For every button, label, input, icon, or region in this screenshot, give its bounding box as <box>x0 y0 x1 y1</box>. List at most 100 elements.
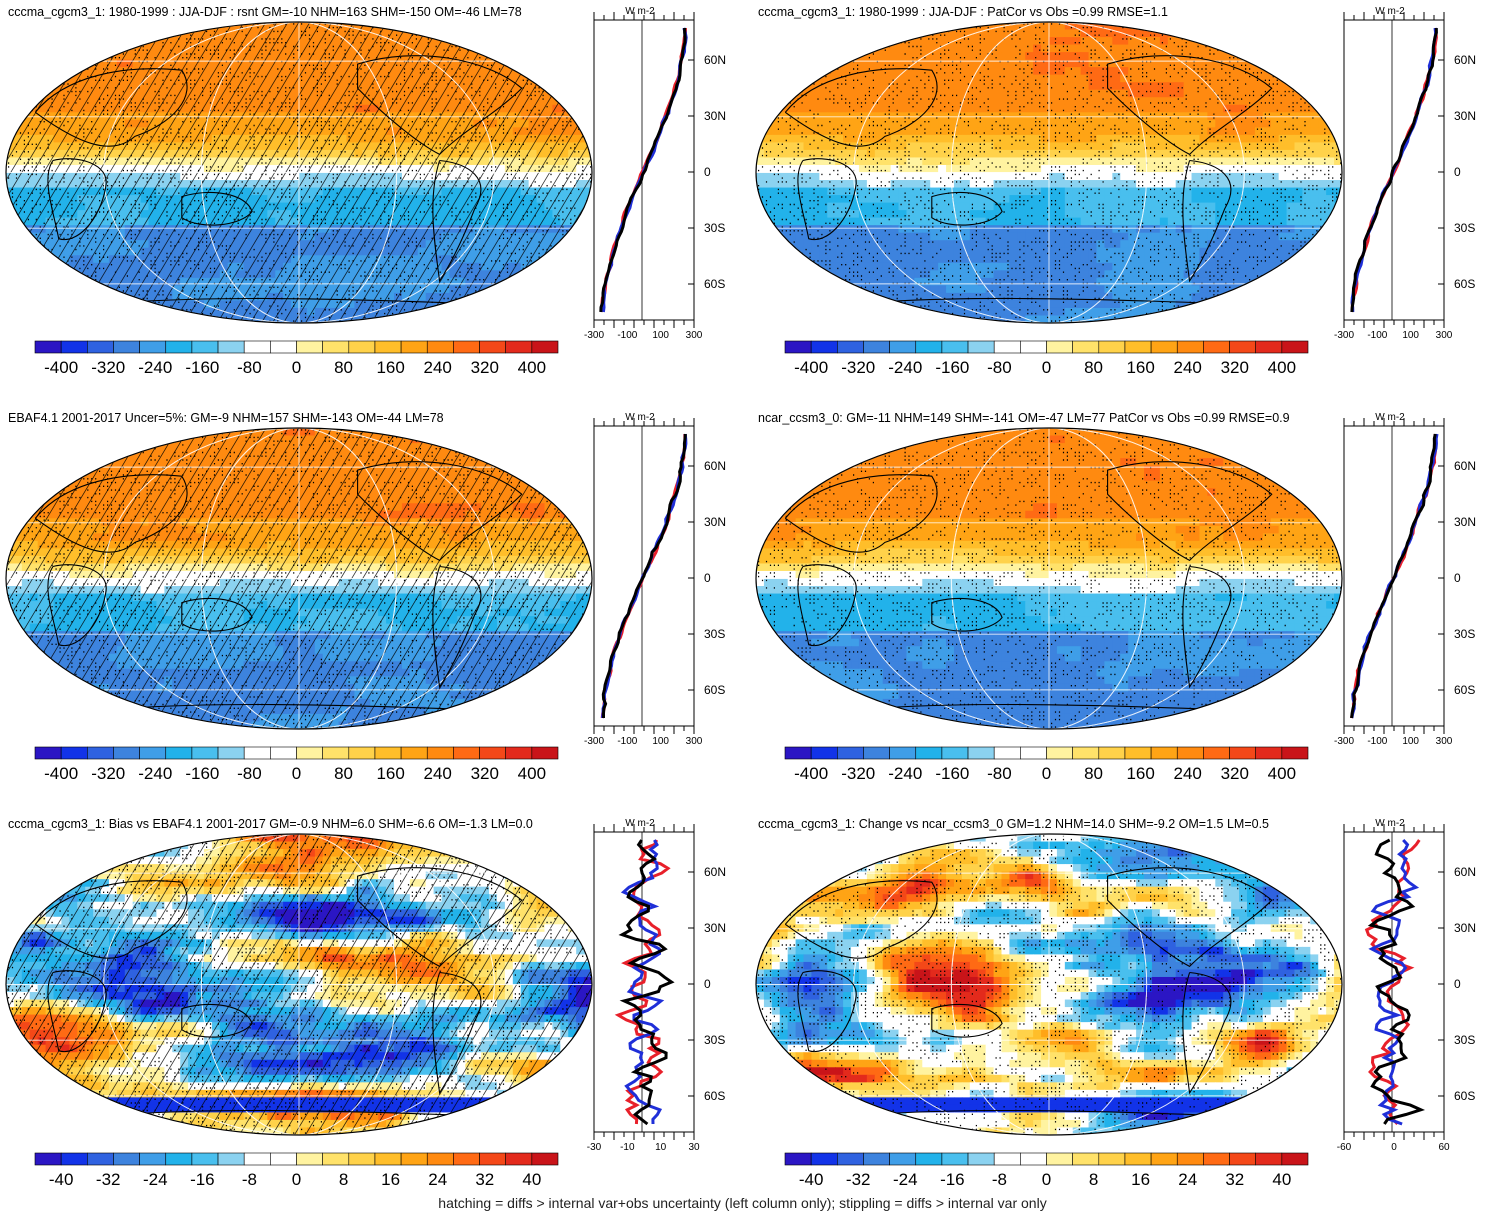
profile-x-tick-label: 300 <box>686 736 703 747</box>
colorbar-tick-label: -16 <box>940 1170 965 1189</box>
figure-canvas: cccma_cgcm3_1: 1980-1999 : JJA-DJF : rsn… <box>5 5 1476 1189</box>
colorbar-tick-label: -320 <box>91 358 125 377</box>
colorbar-tick-label: 0 <box>1042 358 1051 377</box>
map-outline <box>5 833 593 1136</box>
colorbar-swatch <box>34 1152 62 1166</box>
profile-lat-label: 0 <box>1454 977 1461 991</box>
colorbar-tick-label: -16 <box>190 1170 215 1189</box>
colorbar-swatch <box>1124 340 1152 354</box>
colorbar-swatch <box>60 1152 88 1166</box>
profile-line-model <box>620 839 665 1125</box>
profile-lat-label: 30S <box>1454 221 1475 235</box>
profile-line-obs <box>599 28 687 313</box>
colorbar-swatch <box>191 746 219 760</box>
colorbar-swatch <box>217 340 245 354</box>
profile-lat-label: 60S <box>1454 683 1475 697</box>
colorbar-tick-label: 160 <box>376 358 404 377</box>
profile-x-tick-label: -300 <box>1334 330 1354 341</box>
profile-lat-label: 30N <box>704 921 726 935</box>
colorbar-swatch <box>1124 746 1152 760</box>
colorbar-tick-label: -40 <box>799 1170 824 1189</box>
colorbar-swatch <box>400 340 428 354</box>
colorbar-swatch <box>243 340 271 354</box>
colorbar-swatch <box>348 1152 376 1166</box>
profile-x-tick-label: -100 <box>617 736 637 747</box>
profile-lat-label: 0 <box>1454 571 1461 585</box>
colorbar-tick-label: -80 <box>237 358 262 377</box>
panel-bias: cccma_cgcm3_1: Bias vs EBAF4.1 2001-2017… <box>5 817 726 1189</box>
colorbar-swatch <box>1046 1152 1073 1166</box>
profile-lat-label: 60N <box>704 459 726 473</box>
colorbar-swatch <box>1020 746 1047 760</box>
map-field <box>6 22 592 323</box>
map-field <box>6 834 592 1135</box>
colorbar-swatch <box>784 1152 812 1166</box>
colorbar-swatch <box>1281 340 1309 354</box>
colorbar-tick-label: -240 <box>138 764 172 783</box>
colorbar-swatch <box>1150 1152 1178 1166</box>
colorbar-swatch <box>967 746 995 760</box>
profile-x-tick-label: -60 <box>1337 1142 1352 1153</box>
colorbar-swatch <box>400 1152 428 1166</box>
colorbar-swatch <box>217 746 245 760</box>
colorbar-swatch <box>1203 746 1230 760</box>
profile-x-tick-label: 0 <box>1391 1142 1397 1153</box>
profile-x-tick-label: 30 <box>688 1142 700 1153</box>
colorbar-swatch <box>1229 340 1257 354</box>
profile-x-tick-label: -300 <box>1334 736 1354 747</box>
colorbar-swatch <box>810 1152 838 1166</box>
colorbar-tick-label: -320 <box>841 358 875 377</box>
colorbar-swatch <box>941 746 969 760</box>
colorbar-swatch <box>479 1152 506 1166</box>
profile-x-tick-label: 100 <box>652 330 669 341</box>
colorbar-tick-label: 8 <box>1089 1170 1098 1189</box>
profile-lat-label: 30S <box>704 1033 725 1047</box>
colorbar-tick-label: -320 <box>841 764 875 783</box>
colorbar-tick-label: 0 <box>292 1170 301 1189</box>
colorbar-swatch <box>113 340 140 354</box>
panel-title: cccma_cgcm3_1: 1980-1999 : JJA-DJF : Pat… <box>758 5 1168 19</box>
profile-unit-label: W m-2 <box>625 412 655 423</box>
profile-x-tick-label: 60 <box>1438 1142 1450 1153</box>
colorbar-tick-label: 0 <box>292 764 301 783</box>
colorbar-tick-label: 24 <box>1178 1170 1197 1189</box>
colorbar-swatch <box>374 340 402 354</box>
panel-title: cccma_cgcm3_1: 1980-1999 : JJA-DJF : rsn… <box>8 5 522 19</box>
profile-x-tick-label: 100 <box>1402 736 1419 747</box>
colorbar-swatch <box>348 340 376 354</box>
profile-x-tick-label: 300 <box>1436 330 1453 341</box>
colorbar-swatch <box>531 746 559 760</box>
colorbar-swatch <box>191 340 219 354</box>
colorbar-swatch <box>243 1152 271 1166</box>
graticule <box>6 834 592 1135</box>
colorbar-swatch <box>863 746 890 760</box>
colorbar-swatch <box>270 1152 297 1166</box>
panel-change: cccma_cgcm3_1: Change vs ncar_ccsm3_0 GM… <box>755 817 1476 1189</box>
profile-x-tick-label: 10 <box>655 1142 667 1153</box>
colorbar-swatch <box>967 340 995 354</box>
profile-lat-label: 60S <box>1454 1089 1475 1103</box>
profile-lat-label: 30N <box>1454 109 1476 123</box>
colorbar-tick-label: 400 <box>1268 358 1296 377</box>
colorbar-tick-label: 32 <box>1225 1170 1244 1189</box>
colorbar-swatch <box>113 746 140 760</box>
colorbar-swatch <box>348 746 376 760</box>
map-field <box>756 22 1342 323</box>
colorbar-swatch <box>270 340 297 354</box>
map-field <box>756 428 1342 729</box>
profile-lat-label: 30S <box>704 221 725 235</box>
colorbar-swatch <box>505 340 533 354</box>
colorbar-swatch <box>453 746 480 760</box>
colorbar-swatch <box>1150 340 1178 354</box>
colorbar-tick-label: 400 <box>518 764 546 783</box>
colorbar-tick-label: 32 <box>475 1170 494 1189</box>
profile-x-tick-label: 300 <box>686 330 703 341</box>
panel-title: cccma_cgcm3_1: Change vs ncar_ccsm3_0 GM… <box>758 817 1269 831</box>
colorbar-tick-label: -400 <box>44 764 78 783</box>
colorbar-swatch <box>479 746 506 760</box>
colorbar-swatch <box>165 340 193 354</box>
profile-x-tick-label: -300 <box>584 736 604 747</box>
colorbar-swatch <box>863 1152 890 1166</box>
profile-unit-label: W m-2 <box>1375 412 1405 423</box>
colorbar-swatch <box>296 340 323 354</box>
